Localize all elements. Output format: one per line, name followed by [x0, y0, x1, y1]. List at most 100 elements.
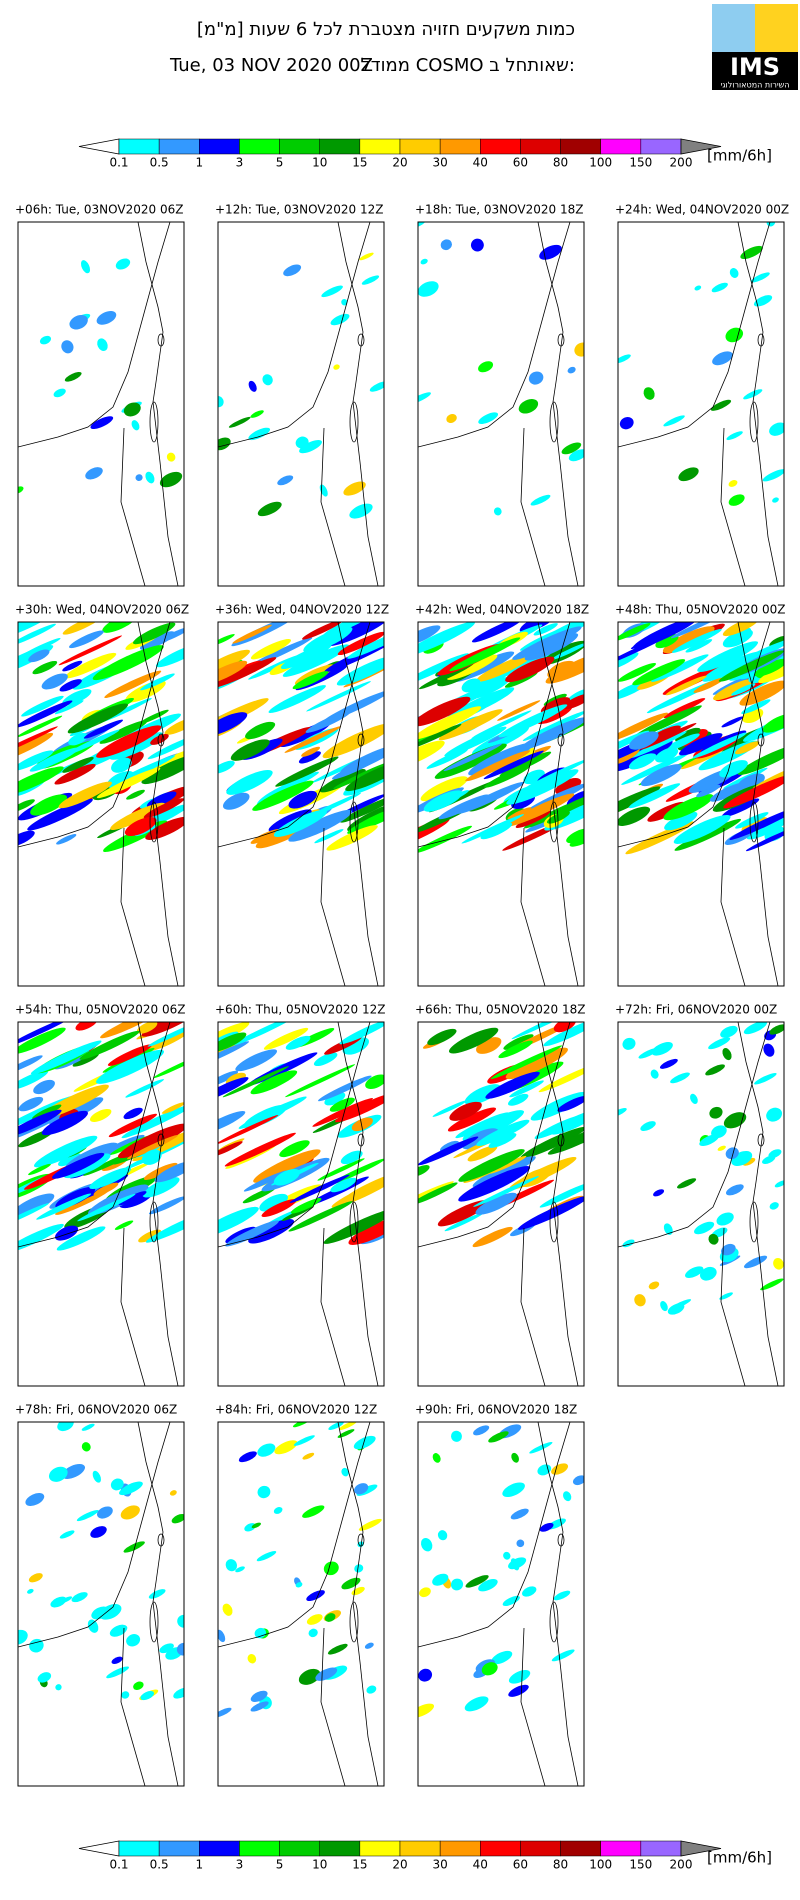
precip-area [766, 1107, 783, 1122]
precip-area [633, 705, 702, 739]
precip-area [18, 1022, 75, 1047]
colorbar-label: 150 [629, 1858, 652, 1872]
precip-area [760, 1278, 784, 1291]
precip-area [628, 783, 681, 809]
precip-area [553, 1022, 576, 1033]
precip-area [169, 1490, 177, 1496]
precip-area [670, 622, 732, 639]
precip-area [21, 695, 64, 717]
precip-area [48, 1466, 68, 1482]
precip-area [518, 399, 539, 414]
precip-area [418, 1668, 433, 1682]
precip-area [643, 387, 655, 400]
precip-area [471, 622, 524, 643]
map-area [218, 222, 384, 586]
colorbar: 0.1 0.5 1 3 5 10 15 20 30 40 60 80 100 150 200 [mm/6h] [78, 138, 772, 170]
precip-area [81, 1423, 95, 1431]
precip-area [58, 781, 112, 809]
colorbar-unit: [mm/6h] [707, 147, 772, 165]
precip-area [90, 416, 114, 429]
map-area [418, 222, 584, 586]
precip-area [299, 440, 322, 454]
precip-area [465, 1575, 489, 1588]
precip-area [127, 1135, 178, 1160]
precip-area [338, 1422, 357, 1430]
precip-area [261, 1199, 297, 1218]
precip-area [618, 663, 656, 682]
precip-area [505, 1047, 568, 1080]
precip-area [250, 1070, 298, 1095]
precip-area [677, 1178, 697, 1189]
precip-area [418, 1136, 479, 1166]
precip-area [693, 677, 725, 693]
precip-area [79, 1030, 140, 1060]
precip-area [107, 1044, 152, 1066]
colorbar-label: 3 [236, 1858, 244, 1872]
precip-area [252, 780, 314, 811]
precip-area [510, 1508, 529, 1520]
precip-area [145, 816, 184, 840]
precip-area [418, 222, 426, 228]
precip-area [59, 1530, 75, 1539]
precip-area [618, 652, 639, 672]
precip-area [139, 709, 169, 725]
precip-area [420, 776, 468, 802]
precip-area [224, 1132, 296, 1167]
color-swatch [640, 1840, 682, 1857]
precip-area [250, 1690, 268, 1702]
precip-area [25, 1493, 45, 1507]
precip-area [447, 1107, 497, 1132]
panel-label: +66h: Thu, 05NOV2020 18Z [415, 1003, 586, 1017]
precip-area [69, 314, 88, 330]
precip-area [153, 1055, 184, 1079]
precip-area [499, 751, 552, 777]
precip-area [418, 622, 475, 657]
precip-area [621, 752, 689, 785]
precip-area [282, 644, 350, 677]
precip-area [143, 798, 184, 819]
precip-area [419, 1587, 431, 1598]
precip-area [731, 627, 751, 640]
precip-area [762, 469, 784, 482]
precip-area [133, 1681, 144, 1690]
precip-area [574, 342, 584, 357]
precip-area [58, 635, 123, 666]
precip-area [418, 706, 482, 740]
precip-area [694, 1221, 715, 1235]
precip-area [729, 807, 784, 840]
precip-area [725, 327, 744, 343]
color-swatch [118, 1840, 160, 1857]
precip-area [69, 630, 104, 649]
precip-area [77, 1193, 136, 1222]
precip-area [93, 1182, 119, 1196]
precip-area [418, 825, 472, 854]
precip-area [305, 710, 351, 733]
precip-area [268, 685, 326, 713]
map-area [618, 222, 784, 586]
color-swatch [158, 1840, 200, 1857]
precip-area [768, 1149, 782, 1159]
precip-area [551, 1463, 569, 1475]
precip-area [33, 1079, 55, 1095]
logo-text: IMS [730, 53, 780, 81]
precip-area [483, 750, 544, 780]
precip-area [740, 245, 763, 260]
precip-area [671, 628, 722, 653]
panel-label: +30h: Wed, 04NOV2020 06Z [15, 603, 189, 617]
precip-area [164, 717, 184, 735]
map-area [418, 622, 584, 986]
precip-area [464, 1696, 489, 1712]
precip-area [340, 1150, 363, 1165]
precip-area [283, 264, 302, 277]
precip-area [553, 1590, 571, 1601]
precip-area [18, 715, 63, 738]
precip-area [141, 754, 184, 785]
precip-area [61, 340, 74, 354]
precip-area [772, 497, 779, 503]
precip-area [449, 637, 521, 672]
precip-area [502, 1482, 525, 1498]
panel-frame [417, 1421, 585, 1787]
precip-area [145, 1209, 184, 1243]
precip-area [33, 1135, 98, 1168]
